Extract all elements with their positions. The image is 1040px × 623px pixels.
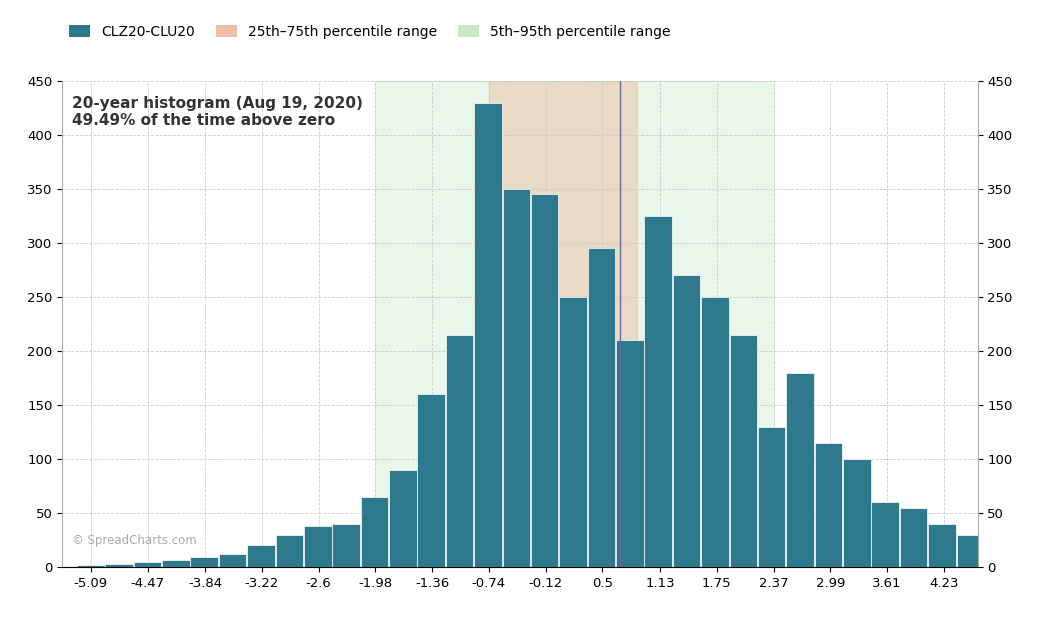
Bar bbox=[474, 103, 501, 567]
Bar bbox=[872, 502, 899, 567]
Bar bbox=[304, 526, 332, 567]
Bar bbox=[190, 557, 218, 567]
Bar bbox=[758, 427, 785, 567]
Bar bbox=[616, 340, 644, 567]
Text: 20-year histogram (Aug 19, 2020)
49.49% of the time above zero: 20-year histogram (Aug 19, 2020) 49.49% … bbox=[72, 95, 362, 128]
Bar bbox=[333, 524, 360, 567]
Bar bbox=[645, 216, 672, 567]
Bar bbox=[162, 561, 189, 567]
Bar bbox=[729, 335, 757, 567]
Bar bbox=[502, 189, 530, 567]
Bar bbox=[814, 443, 842, 567]
Bar bbox=[77, 565, 105, 567]
Bar bbox=[218, 554, 246, 567]
Bar bbox=[105, 564, 133, 567]
Bar bbox=[489, 81, 638, 567]
Bar bbox=[1013, 558, 1040, 567]
Bar bbox=[276, 535, 303, 567]
Bar bbox=[361, 497, 388, 567]
Bar bbox=[531, 194, 558, 567]
Bar bbox=[673, 275, 700, 567]
Bar bbox=[957, 535, 984, 567]
Bar bbox=[560, 297, 587, 567]
Bar bbox=[843, 459, 870, 567]
Bar bbox=[248, 545, 275, 567]
Bar bbox=[134, 561, 161, 567]
Bar bbox=[928, 524, 956, 567]
Bar bbox=[375, 81, 774, 567]
Bar bbox=[786, 373, 814, 567]
Bar bbox=[701, 297, 729, 567]
Bar bbox=[389, 470, 417, 567]
Bar bbox=[417, 394, 445, 567]
Text: © SpreadCharts.com: © SpreadCharts.com bbox=[72, 535, 197, 548]
Bar bbox=[588, 249, 616, 567]
Bar bbox=[900, 508, 928, 567]
Legend: CLZ20-CLU20, 25th–75th percentile range, 5th–95th percentile range: CLZ20-CLU20, 25th–75th percentile range,… bbox=[70, 25, 670, 39]
Bar bbox=[446, 335, 473, 567]
Bar bbox=[985, 551, 1012, 567]
